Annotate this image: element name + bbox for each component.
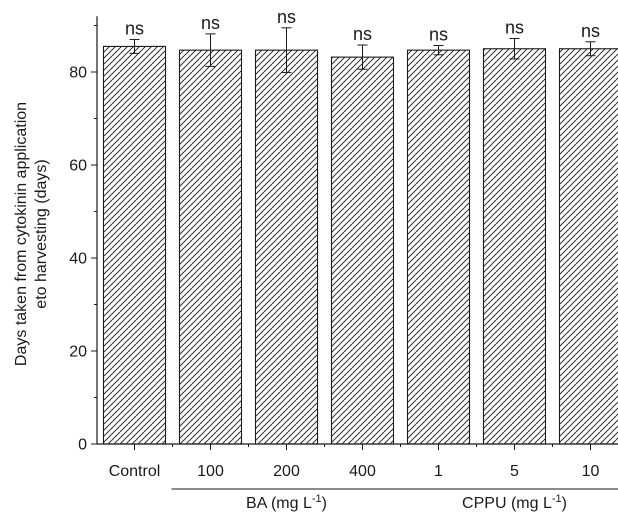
y-axis-title-line2: eto harvesting (days) bbox=[33, 159, 50, 308]
bar-3 bbox=[330, 56, 395, 445]
plot-area: ns ns ns ns ns ns ns 0 20 40 60 80 Control 100 200 400 1… bbox=[69, 7, 618, 512]
significance-label-5: ns bbox=[505, 18, 524, 38]
significance-label-4: ns bbox=[429, 24, 448, 44]
significance-label-0: ns bbox=[125, 18, 144, 38]
bar-4 bbox=[406, 49, 471, 445]
significance-label-3: ns bbox=[353, 24, 372, 44]
significance-label-1: ns bbox=[201, 13, 220, 33]
x-tick-label: 100 bbox=[197, 463, 224, 480]
x-tick-label: 5 bbox=[510, 463, 519, 480]
bar-0 bbox=[102, 45, 167, 445]
significance-label-6: ns bbox=[581, 21, 600, 41]
x-tick-label: 10 bbox=[582, 463, 600, 480]
group-label-0: BA (mg L-1) bbox=[246, 493, 327, 512]
x-tick-label: 400 bbox=[349, 463, 376, 480]
y-tick-label: 0 bbox=[78, 437, 87, 454]
y-tick-label: 20 bbox=[69, 344, 87, 361]
bar-5 bbox=[482, 48, 547, 445]
bar-1 bbox=[178, 49, 243, 445]
y-axis-title-line1: Days taken from cytokinin application bbox=[13, 102, 30, 366]
x-tick-label: 1 bbox=[434, 463, 443, 480]
bar-6 bbox=[558, 48, 618, 445]
y-tick-label: 80 bbox=[69, 65, 87, 82]
y-tick-label: 40 bbox=[69, 251, 87, 268]
x-tick-label: 200 bbox=[273, 463, 300, 480]
group-label-1: CPPU (mg L-1) bbox=[462, 493, 567, 512]
bar-2 bbox=[254, 49, 319, 445]
x-tick-label: Control bbox=[109, 463, 161, 480]
y-tick-label: 60 bbox=[69, 158, 87, 175]
significance-label-2: ns bbox=[277, 7, 296, 27]
